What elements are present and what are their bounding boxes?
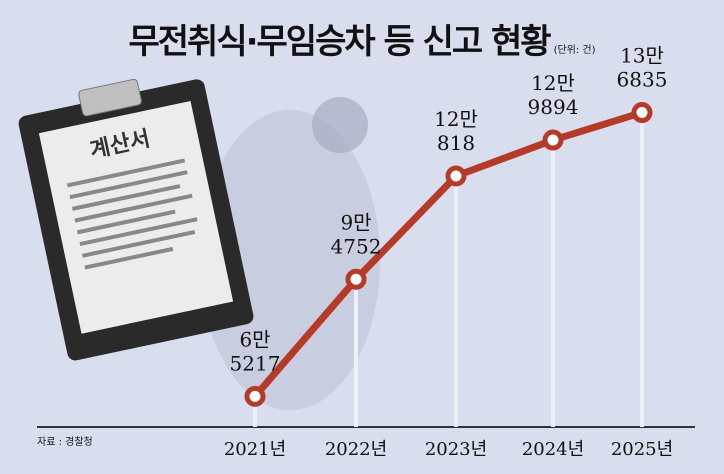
illustration: 계산서 xyxy=(18,78,380,410)
running-man-head xyxy=(312,97,368,153)
unit-label: (단위: 건) xyxy=(553,45,596,56)
data-label-top: 12만 xyxy=(531,71,575,95)
data-label-bottom: 9894 xyxy=(528,95,579,119)
data-label-bottom: 5217 xyxy=(230,351,281,375)
data-label-top: 12만 xyxy=(434,107,478,131)
x-tick-label: 2023년 xyxy=(425,439,487,460)
data-point xyxy=(445,165,467,187)
x-tick-label: 2022년 xyxy=(325,439,387,460)
x-tick-label: 2025년 xyxy=(611,439,673,460)
data-point xyxy=(631,102,653,124)
data-label-top: 9만 xyxy=(340,210,371,234)
x-tick-label: 2024년 xyxy=(522,439,584,460)
running-man-silhouette xyxy=(200,110,380,410)
title-text: 무전취식·무임승차 등 신고 현황 xyxy=(128,22,551,62)
chart-title: 무전취식·무임승차 등 신고 현황 (단위: 건) xyxy=(0,14,724,63)
data-label-bottom: 4752 xyxy=(331,234,382,258)
data-label-bottom: 818 xyxy=(437,131,475,155)
data-label-top: 6만 xyxy=(239,327,270,351)
data-point xyxy=(345,268,367,290)
data-point xyxy=(244,385,266,407)
data-point xyxy=(542,129,564,151)
data-label-bottom: 6835 xyxy=(617,68,668,92)
clipboard-illustration: 계산서 xyxy=(18,78,254,361)
data-label-top: 13만 xyxy=(620,44,664,68)
source-note: 자료 : 경찰청 xyxy=(37,437,93,448)
x-tick-label: 2021년 xyxy=(224,439,286,460)
